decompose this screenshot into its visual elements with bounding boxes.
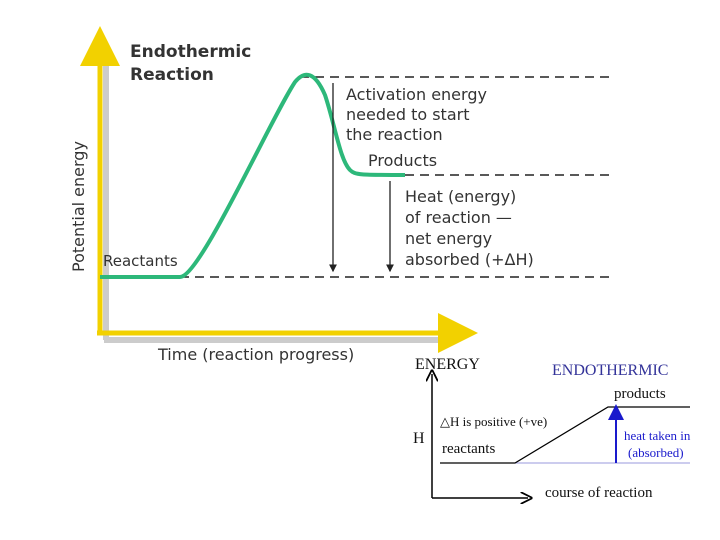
- title: Reaction: [130, 65, 214, 85]
- activation-label: the reaction: [346, 125, 443, 144]
- x-axis-label: Time (reaction progress): [157, 345, 354, 364]
- y-axis-label: ENERGY: [415, 356, 480, 373]
- title: ENDOTHERMIC: [552, 362, 668, 379]
- y-axis-label: Potential energy: [69, 141, 88, 272]
- h-label: H: [413, 430, 425, 447]
- heat-label: net energy: [405, 229, 492, 248]
- products-label: Products: [368, 151, 437, 170]
- title: Endothermic: [130, 42, 251, 62]
- activation-label: needed to start: [346, 105, 469, 124]
- reactants-label: reactants: [442, 441, 495, 457]
- heat-label: of reaction —: [405, 208, 512, 227]
- top-diagram: Endothermic Reaction Potential energy Ti…: [69, 26, 612, 364]
- heat-label: heat taken in: [624, 428, 691, 443]
- heat-label: absorbed (+ΔH): [405, 250, 534, 269]
- activation-label: Activation energy: [346, 85, 487, 104]
- heat-label: Heat (energy): [405, 187, 516, 206]
- products-label: products: [614, 386, 666, 402]
- energy-curve: [100, 72, 406, 279]
- axis-shadow: [103, 50, 455, 343]
- bottom-diagram: ENERGY ENDOTHERMIC products △H is positi…: [413, 356, 691, 501]
- delta-label: △H is positive (+ve): [440, 414, 547, 429]
- energy-line: [440, 406, 690, 464]
- reactants-label: Reactants: [103, 252, 178, 270]
- x-axis-label: course of reaction: [545, 485, 653, 501]
- heat-label: (absorbed): [628, 445, 684, 460]
